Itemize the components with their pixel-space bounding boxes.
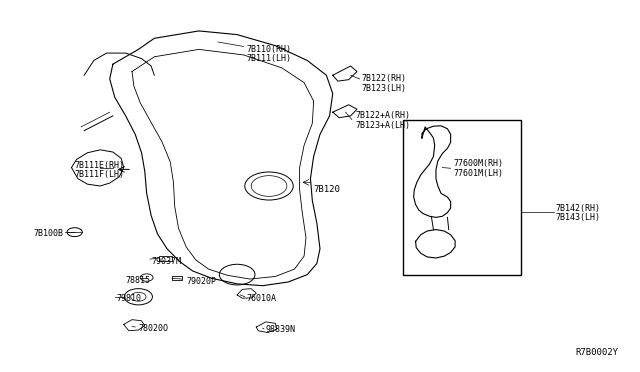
Text: 76010A: 76010A [246,294,276,303]
Text: R7B0002Y: R7B0002Y [575,347,618,357]
Text: 79020P: 79020P [186,278,216,286]
Bar [403,119,521,275]
Text: 79037M: 79037M [151,257,181,266]
Text: 78020O: 78020O [138,324,168,333]
Text: 79810: 79810 [116,294,141,303]
Text: 7B100B: 7B100B [33,230,63,238]
Text: 77600M(RH): 77600M(RH) [454,159,504,169]
Text: 98839N: 98839N [266,326,296,334]
Text: 78815: 78815 [125,276,150,285]
Text: 77601M(LH): 77601M(LH) [454,169,504,177]
Text: 7B122(RH): 7B122(RH) [362,74,406,83]
Text: 7B110(RH): 7B110(RH) [246,45,292,54]
Text: 7B111F(LH): 7B111F(LH) [75,170,125,179]
Text: 7B123+A(LH): 7B123+A(LH) [355,121,410,129]
Bar [172,276,182,280]
Text: 7B142(RH): 7B142(RH) [556,203,601,213]
Bar [159,256,172,260]
Text: 7B122+A(RH): 7B122+A(RH) [355,111,410,121]
Text: 7B123(LH): 7B123(LH) [362,84,406,93]
Text: 7B111(LH): 7B111(LH) [246,54,292,63]
Text: 7B111E(RH): 7B111E(RH) [75,161,125,170]
Text: 7B143(LH): 7B143(LH) [556,213,601,222]
Text: 7B120: 7B120 [314,185,340,194]
